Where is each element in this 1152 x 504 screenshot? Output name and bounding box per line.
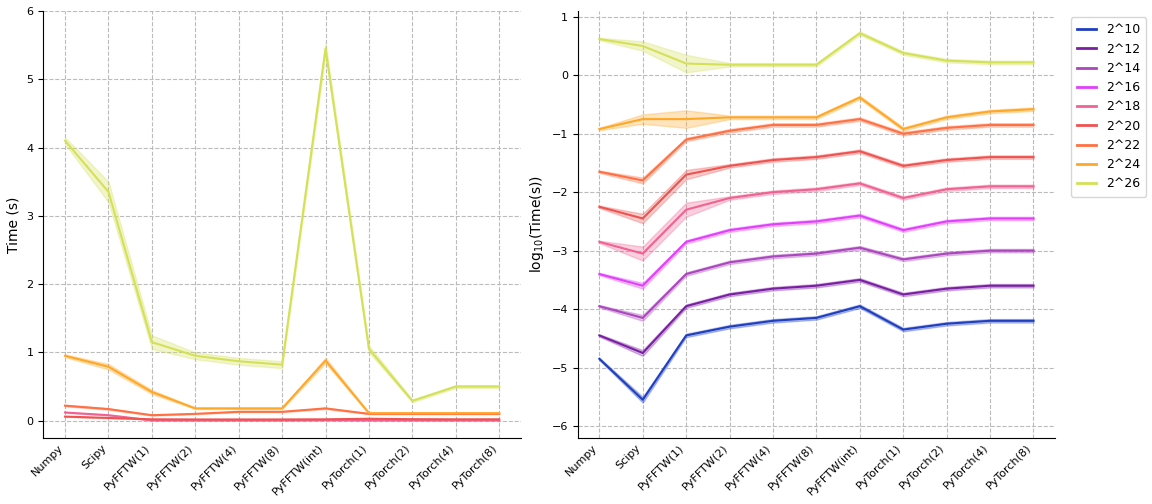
Y-axis label: Time (s): Time (s) [7,196,21,253]
Legend: 2^10, 2^12, 2^14, 2^16, 2^18, 2^20, 2^22, 2^24, 2^26: 2^10, 2^12, 2^14, 2^16, 2^18, 2^20, 2^22… [1071,17,1146,197]
Y-axis label: log$_{10}$(Time(s)): log$_{10}$(Time(s)) [528,175,546,273]
